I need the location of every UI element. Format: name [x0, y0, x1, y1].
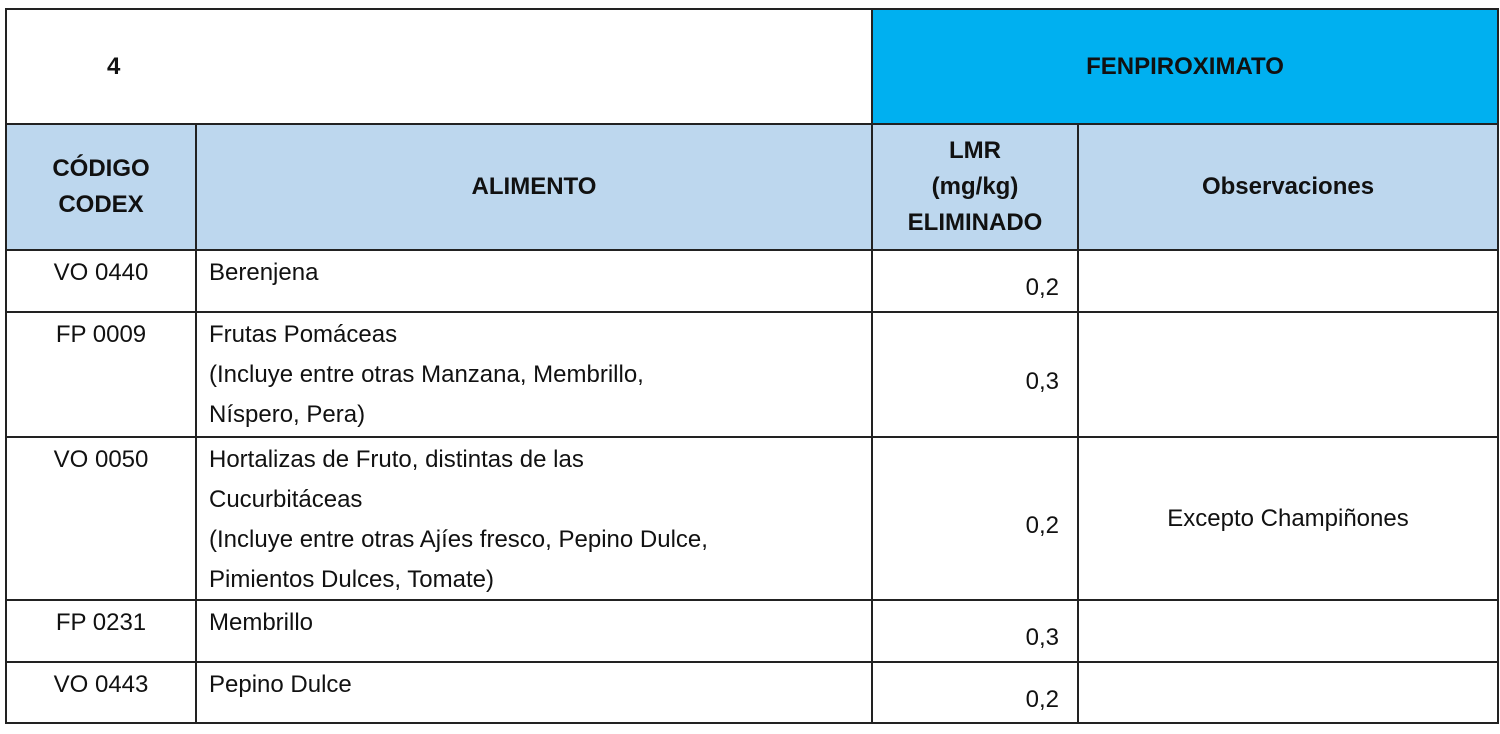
code-cell: VO 0443: [5, 661, 197, 724]
food-cell: Hortalizas de Fruto, distintas de las Cuc…: [195, 436, 873, 601]
lmr: 0,3: [1025, 367, 1059, 395]
title-substance: FENPIROXIMATO: [1086, 52, 1284, 80]
observations-cell: Excepto Champiñones: [1077, 436, 1499, 601]
lmr: 0,2: [1025, 511, 1059, 539]
code-cell: FP 0231: [5, 599, 197, 663]
observations-cell: [1077, 249, 1499, 313]
header-lmr: (mg/kg): [931, 173, 1019, 200]
food: Pimientos Dulces, Tomate): [209, 566, 494, 593]
food: Pepino Dulce: [209, 671, 352, 698]
lmr-cell: 0,2: [871, 436, 1079, 601]
header-code: CÓDIGO: [52, 155, 150, 182]
header-observations-cell: Observaciones: [1077, 123, 1499, 251]
code: VO 0050: [53, 446, 149, 473]
lmr-cell: 0,2: [871, 249, 1079, 313]
lmr-cell: 0,3: [871, 599, 1079, 663]
food: Níspero, Pera): [209, 401, 366, 428]
code: VO 0440: [53, 259, 149, 286]
observations-cell: [1077, 661, 1499, 724]
lmr: 0,2: [1025, 274, 1059, 301]
observations-cell: [1077, 311, 1499, 438]
code-cell: FP 0009: [5, 311, 197, 438]
food: Frutas Pomáceas: [209, 321, 398, 348]
food: Berenjena: [209, 259, 319, 286]
code: FP 0231: [55, 609, 147, 636]
food: Hortalizas de Fruto, distintas de las: [209, 446, 584, 473]
header-code-cell: CÓDIGO CODEX: [5, 123, 197, 251]
header-lmr: LMR: [949, 137, 1001, 164]
food: Cucurbitáceas: [209, 486, 363, 513]
header-observations: Observaciones: [1201, 173, 1375, 200]
code-cell: VO 0440: [5, 249, 197, 313]
title-number-cell: 4: [5, 8, 873, 125]
header-lmr-cell: LMR (mg/kg) ELIMINADO: [871, 123, 1079, 251]
header-code: CODEX: [58, 191, 144, 218]
food-cell: Membrillo: [195, 599, 873, 663]
header-food: ALIMENTO: [471, 173, 597, 200]
food-cell: Pepino Dulce: [195, 661, 873, 724]
code: FP 0009: [55, 321, 147, 348]
lmr-cell: 0,2: [871, 661, 1079, 724]
observations: Excepto Champiñones: [1167, 504, 1409, 532]
title-number: 4: [107, 52, 121, 80]
title-substance-cell: FENPIROXIMATO: [871, 8, 1499, 125]
food: (Incluye entre otras Manzana, Membrillo,: [209, 361, 644, 388]
header-lmr: ELIMINADO: [907, 209, 1043, 236]
lmr: 0,2: [1025, 685, 1059, 713]
code-cell: VO 0050: [5, 436, 197, 601]
code: VO 0443: [53, 671, 149, 698]
observations-cell: [1077, 599, 1499, 663]
food: (Incluye entre otras Ajíes fresco, Pepin…: [209, 526, 708, 553]
lmr-cell: 0,3: [871, 311, 1079, 438]
lmr: 0,3: [1025, 624, 1059, 651]
food-cell: Frutas Pomáceas (Incluye entre otras Manz…: [195, 311, 873, 438]
food-cell: Berenjena: [195, 249, 873, 313]
food: Membrillo: [209, 609, 314, 636]
header-food-cell: ALIMENTO: [195, 123, 873, 251]
